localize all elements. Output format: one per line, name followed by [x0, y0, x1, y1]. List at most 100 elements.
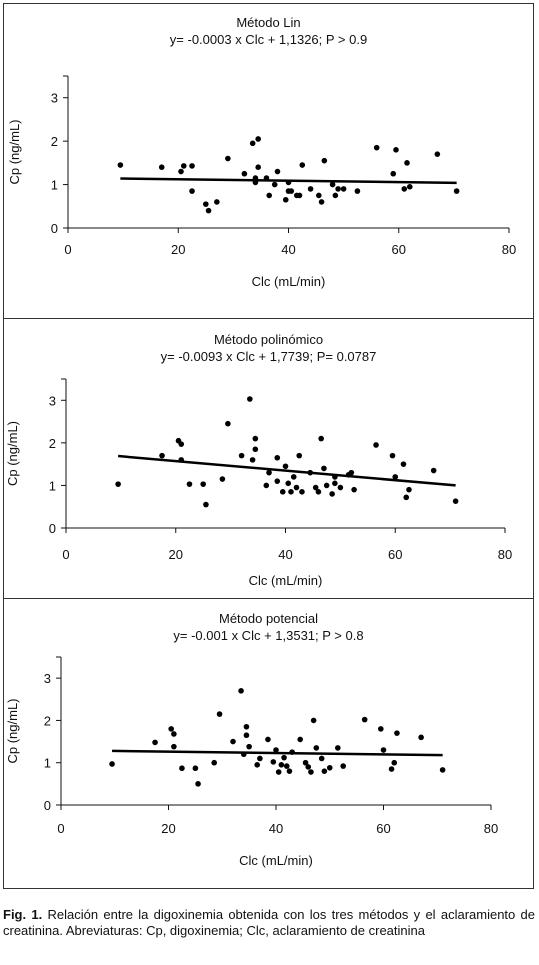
data-point	[332, 480, 338, 487]
data-point	[390, 170, 397, 177]
x-tick-label: 20	[161, 821, 175, 836]
data-point	[159, 452, 165, 459]
data-point	[297, 736, 303, 743]
data-point	[255, 136, 261, 142]
y-tick-label: 0	[49, 521, 56, 536]
data-point	[281, 754, 287, 761]
figure-frame: Método Lin y= -0.0003 x Clc + 1,1326; P …	[3, 3, 534, 889]
y-tick-label: 3	[51, 91, 58, 106]
caption-text: Relación entre la digoxinemia obtenida c…	[3, 907, 536, 938]
data-point	[373, 442, 379, 448]
data-point	[388, 766, 395, 772]
x-tick-label: 60	[388, 547, 402, 562]
data-point	[393, 147, 399, 153]
data-point	[238, 688, 244, 694]
data-point	[274, 454, 281, 461]
data-point	[400, 461, 407, 467]
data-point	[249, 457, 256, 463]
regression-equation: y= -0.0003 x Clc + 1,1326; P > 0.9	[169, 32, 368, 47]
data-point	[391, 759, 398, 766]
data-point	[158, 164, 165, 170]
y-tick-label: 1	[51, 178, 58, 193]
data-point	[205, 207, 212, 214]
data-point	[115, 481, 121, 487]
data-point	[255, 164, 261, 170]
data-point	[246, 743, 252, 750]
scatter-plot-lin: 0 20 40 60 80 0 1 2 3 Clc (mL/min) Cp (ng/mL)	[7, 75, 516, 289]
data-point	[186, 481, 193, 487]
x-tick-label: 0	[64, 242, 71, 257]
data-point	[321, 465, 327, 472]
data-point	[288, 188, 295, 194]
data-point	[192, 765, 199, 772]
data-point	[252, 435, 259, 442]
x-tick-label: 80	[498, 547, 512, 562]
data-point	[351, 486, 357, 493]
data-point	[321, 768, 328, 774]
regression-line	[120, 177, 457, 185]
data-point	[439, 767, 446, 773]
data-point	[214, 199, 220, 205]
data-point	[238, 452, 245, 459]
y-tick-label: 2	[44, 713, 51, 728]
data-point	[285, 480, 292, 487]
data-point	[290, 474, 297, 480]
data-point	[117, 162, 124, 168]
x-tick-label: 80	[502, 242, 516, 257]
data-point	[109, 761, 115, 767]
data-point	[308, 769, 314, 775]
data-point	[241, 170, 248, 177]
data-point	[404, 160, 410, 166]
figure-caption: Fig. 1. Relación entre la digoxinemia ob…	[3, 907, 535, 939]
regression-equation: y= -0.0093 x Clc + 1,7739; P= 0.0787	[160, 349, 377, 364]
y-tick-label: 2	[51, 134, 58, 149]
y-tick-label: 1	[44, 756, 51, 771]
data-point	[310, 717, 317, 724]
data-point	[332, 192, 339, 199]
data-point	[189, 163, 195, 169]
data-point	[340, 763, 346, 769]
data-point	[403, 494, 410, 501]
x-tick-label: 20	[171, 242, 185, 257]
x-tick-label: 40	[278, 547, 292, 562]
y-axis-label: Cp (ng/mL)	[7, 119, 22, 184]
data-point	[243, 723, 250, 730]
y-tick-label: 1	[49, 478, 56, 493]
data-point	[329, 181, 336, 188]
y-axis-label: Cp (ng/mL)	[5, 421, 20, 486]
data-point	[329, 491, 335, 497]
chart-title: Método potencial	[218, 611, 318, 626]
x-tick-label: 80	[484, 821, 498, 836]
x-tick-label: 0	[62, 547, 69, 562]
data-point	[340, 186, 347, 192]
data-point	[243, 732, 250, 739]
data-point	[321, 157, 328, 164]
data-point	[274, 478, 281, 484]
data-point	[305, 764, 312, 770]
data-point	[434, 151, 441, 157]
data-point	[335, 745, 341, 751]
x-axis-label: Clc (mL/min)	[239, 853, 313, 868]
x-tick-label: 20	[169, 547, 183, 562]
data-point	[299, 162, 306, 168]
data-point	[249, 140, 256, 147]
data-point	[274, 168, 281, 175]
data-point	[316, 192, 322, 199]
data-point	[293, 484, 300, 491]
data-point	[430, 467, 437, 474]
data-point	[271, 181, 278, 188]
data-point	[247, 396, 253, 402]
data-point	[203, 501, 209, 508]
data-point	[380, 747, 387, 753]
chart-title: Método polinómico	[213, 332, 324, 347]
data-point	[406, 486, 412, 493]
data-point	[313, 745, 320, 751]
data-point	[296, 192, 303, 199]
data-point	[216, 711, 223, 717]
data-point	[168, 726, 174, 732]
data-point	[263, 482, 270, 489]
data-point	[278, 762, 285, 768]
data-point	[275, 769, 282, 775]
data-point	[312, 484, 319, 491]
data-point	[286, 768, 293, 774]
